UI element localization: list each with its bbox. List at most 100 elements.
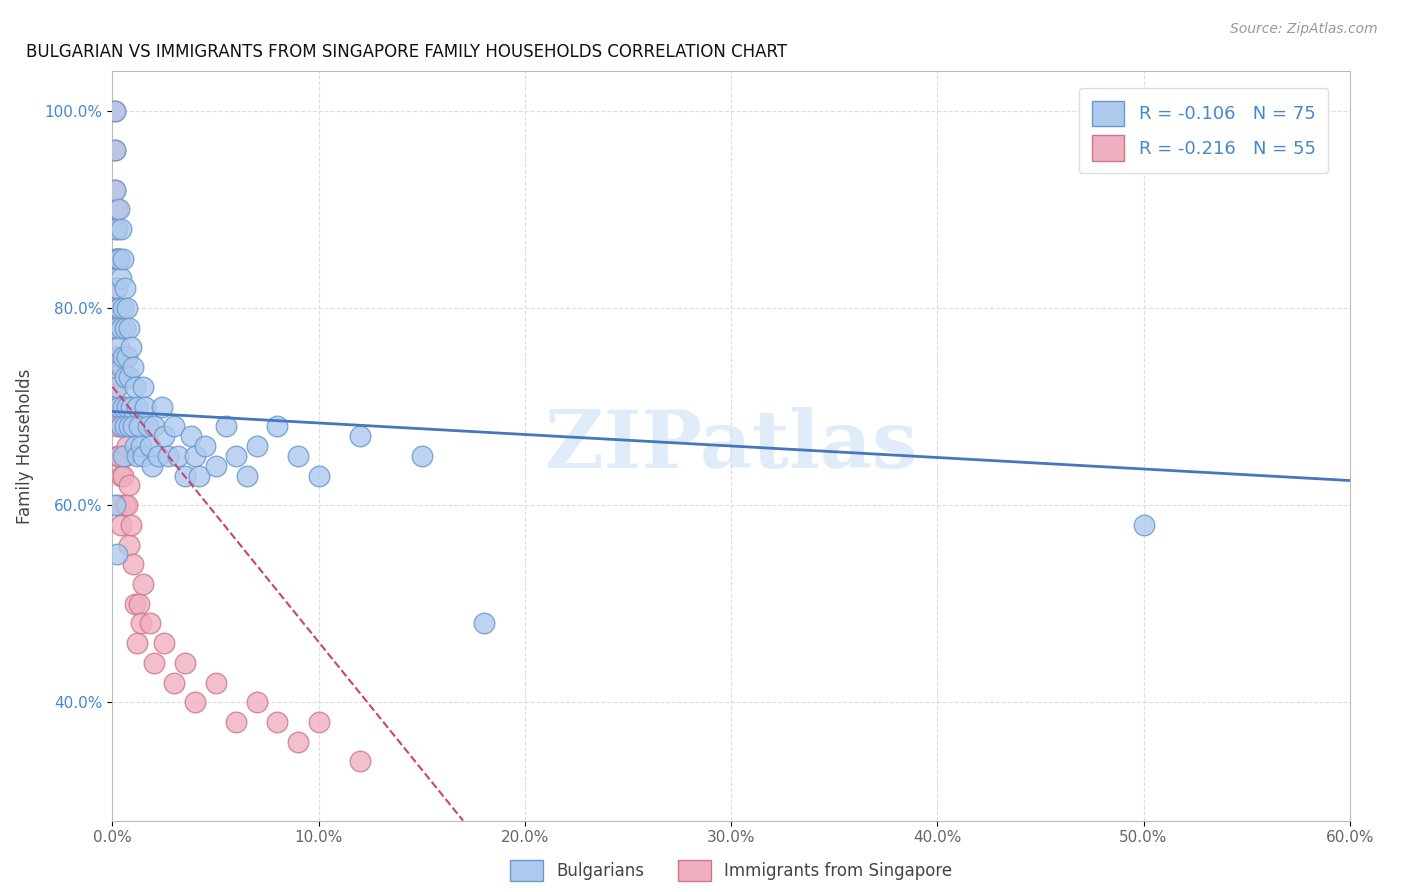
Point xyxy=(180,429,202,443)
Point xyxy=(105,449,128,463)
Point xyxy=(105,281,128,295)
Point xyxy=(1132,517,1154,532)
Point xyxy=(111,400,134,414)
Point xyxy=(105,548,128,562)
Point xyxy=(153,429,176,443)
Point xyxy=(128,419,150,434)
Point xyxy=(138,439,160,453)
Point xyxy=(120,340,142,354)
Point xyxy=(308,468,330,483)
Point xyxy=(107,301,129,315)
Point xyxy=(118,320,141,334)
Point xyxy=(103,320,125,334)
Point xyxy=(111,449,134,463)
Point xyxy=(153,636,176,650)
Point xyxy=(105,419,128,434)
Point xyxy=(194,439,217,453)
Point xyxy=(349,429,371,443)
Point xyxy=(141,458,163,473)
Point xyxy=(105,380,128,394)
Point xyxy=(111,252,134,266)
Point xyxy=(107,202,129,217)
Point xyxy=(110,419,132,434)
Point xyxy=(131,439,153,453)
Point xyxy=(167,449,190,463)
Point xyxy=(105,301,128,315)
Point xyxy=(107,301,129,315)
Point xyxy=(184,695,207,709)
Point xyxy=(110,360,132,375)
Point xyxy=(105,252,128,266)
Point xyxy=(114,419,136,434)
Text: BULGARIAN VS IMMIGRANTS FROM SINGAPORE FAMILY HOUSEHOLDS CORRELATION CHART: BULGARIAN VS IMMIGRANTS FROM SINGAPORE F… xyxy=(25,44,787,62)
Point xyxy=(103,143,125,157)
Point xyxy=(132,380,155,394)
Text: ZIPatlas: ZIPatlas xyxy=(546,407,917,485)
Point xyxy=(103,281,125,295)
Point xyxy=(107,400,129,414)
Point xyxy=(111,360,134,375)
Point xyxy=(103,103,125,118)
Point xyxy=(225,449,247,463)
Point xyxy=(107,340,129,354)
Point xyxy=(150,400,173,414)
Point xyxy=(114,281,136,295)
Point xyxy=(173,656,195,670)
Point xyxy=(103,143,125,157)
Point xyxy=(115,301,138,315)
Point xyxy=(188,468,211,483)
Point xyxy=(114,400,136,414)
Point xyxy=(107,498,129,512)
Point xyxy=(287,449,309,463)
Point xyxy=(103,252,125,266)
Point xyxy=(107,400,129,414)
Point xyxy=(266,714,288,729)
Point xyxy=(105,202,128,217)
Point xyxy=(103,183,125,197)
Point xyxy=(235,468,257,483)
Point xyxy=(132,449,155,463)
Point xyxy=(111,301,134,315)
Point xyxy=(146,449,169,463)
Point xyxy=(120,517,142,532)
Point xyxy=(138,616,160,631)
Point xyxy=(349,755,371,769)
Point xyxy=(110,517,132,532)
Point xyxy=(114,449,136,463)
Point xyxy=(105,351,128,365)
Point xyxy=(103,183,125,197)
Point xyxy=(105,320,128,334)
Point xyxy=(111,351,134,365)
Point xyxy=(124,439,146,453)
Point xyxy=(184,449,207,463)
Point xyxy=(107,252,129,266)
Point xyxy=(110,419,132,434)
Point xyxy=(111,419,134,434)
Point xyxy=(173,468,195,483)
Point xyxy=(308,714,330,729)
Point xyxy=(111,468,134,483)
Point xyxy=(287,735,309,749)
Point xyxy=(124,597,146,611)
Point xyxy=(127,400,149,414)
Point xyxy=(107,351,129,365)
Point xyxy=(204,458,226,473)
Point xyxy=(115,439,138,453)
Point xyxy=(107,449,129,463)
Point xyxy=(118,370,141,384)
Point xyxy=(122,558,145,572)
Point xyxy=(110,468,132,483)
Point xyxy=(127,636,149,650)
Point xyxy=(118,538,141,552)
Point xyxy=(411,449,433,463)
Point xyxy=(122,360,145,375)
Point xyxy=(103,103,125,118)
Point xyxy=(472,616,495,631)
Point xyxy=(120,400,142,414)
Point xyxy=(118,478,141,492)
Point xyxy=(225,714,247,729)
Legend: Bulgarians, Immigrants from Singapore: Bulgarians, Immigrants from Singapore xyxy=(503,854,959,888)
Point xyxy=(110,320,132,334)
Point xyxy=(110,370,132,384)
Point xyxy=(142,419,165,434)
